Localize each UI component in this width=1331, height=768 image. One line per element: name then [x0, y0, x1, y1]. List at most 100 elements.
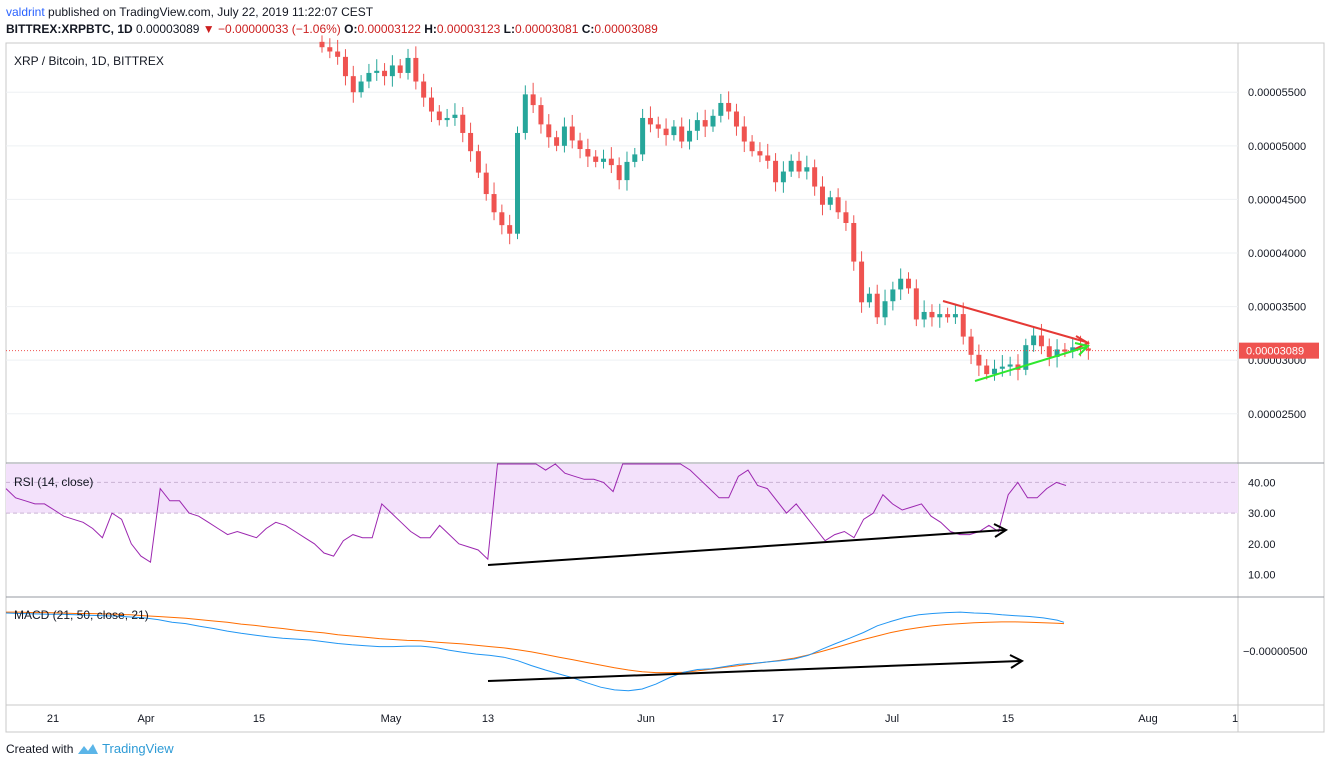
- time-tick-label: Jun: [637, 713, 655, 725]
- candle-body: [937, 314, 943, 318]
- candle: [788, 154, 794, 177]
- candle: [906, 272, 911, 294]
- candle-body: [1023, 345, 1029, 370]
- candle: [804, 155, 810, 180]
- candle: [569, 114, 575, 149]
- triangle-pattern-drawing[interactable]: [942, 300, 1091, 382]
- candle: [585, 138, 591, 168]
- time-tick-label: May: [381, 713, 402, 725]
- candle: [992, 359, 998, 381]
- candle: [554, 130, 560, 152]
- candle: [483, 163, 489, 201]
- candle: [397, 59, 403, 79]
- candle-body: [898, 278, 904, 290]
- candle-body: [999, 366, 1005, 369]
- candle: [1007, 356, 1013, 376]
- time-tick-label: 15: [253, 713, 265, 725]
- candle: [601, 149, 607, 169]
- macd-pane[interactable]: −0.00000500 MACD (21, 50, close, 21): [5, 608, 1308, 692]
- rsi-divergence-line[interactable]: [487, 529, 1005, 566]
- candle: [428, 87, 434, 123]
- candle-body: [812, 167, 818, 187]
- time-tick-label: 1: [1232, 713, 1238, 725]
- price-pane[interactable]: XRP / Bitcoin, 1D, BITTREX 0.000055000.0…: [6, 35, 1319, 421]
- candle-body: [421, 81, 427, 98]
- price-tick-label: 0.00004500: [1248, 194, 1306, 206]
- ascending-support-line[interactable]: [974, 346, 1087, 382]
- candle-body: [694, 120, 700, 131]
- candle-body: [1046, 346, 1052, 357]
- candle-body: [546, 124, 552, 138]
- rsi-line: [5, 463, 1067, 564]
- rsi-axis: 40.00 30.00 20.00 10.00: [1248, 477, 1276, 581]
- candle-body: [561, 126, 567, 146]
- candle: [663, 118, 669, 146]
- candle: [389, 55, 395, 87]
- candle: [859, 251, 865, 313]
- candle-body: [405, 57, 411, 73]
- quote-line: BITTREX:XRPBTC, 1D 0.00003089 ▼ −0.00000…: [6, 21, 658, 38]
- candle-body: [530, 94, 536, 106]
- candle-body: [632, 154, 638, 162]
- candle-body: [640, 117, 646, 155]
- publisher-link[interactable]: valdrint: [6, 5, 45, 19]
- candle-body: [843, 212, 849, 223]
- candle: [898, 268, 904, 300]
- rsi-divergence-drawing[interactable]: [487, 523, 1009, 566]
- time-tick-label: Aug: [1138, 713, 1158, 725]
- candle-body: [835, 197, 841, 213]
- candle-body: [741, 126, 747, 142]
- candle: [843, 200, 849, 231]
- candle-body: [1031, 335, 1037, 346]
- candle-body: [428, 97, 434, 112]
- candle-body: [608, 158, 614, 166]
- candle: [491, 182, 497, 221]
- candle-body: [1085, 348, 1091, 351]
- last-price: 0.00003089: [136, 22, 200, 36]
- low-label: L:: [503, 22, 515, 36]
- candle: [1023, 338, 1029, 376]
- candle-body: [819, 186, 825, 205]
- candle: [718, 93, 724, 123]
- rsi-tick-label: 10.00: [1248, 570, 1276, 582]
- candle-body: [866, 293, 872, 303]
- candle-body: [976, 354, 982, 366]
- candle-body: [671, 126, 677, 136]
- candle: [405, 48, 411, 80]
- candle: [366, 63, 372, 89]
- rsi-pane[interactable]: 40.00 30.00 20.00 10.00 RSI (14, close): [5, 463, 1276, 582]
- candle-body: [475, 151, 481, 173]
- chart-header: valdrint published on TradingView.com, J…: [6, 4, 658, 38]
- candle-body: [1054, 349, 1060, 357]
- candle-body: [491, 194, 497, 213]
- footer: Created with TradingView: [6, 741, 174, 756]
- candle-body: [890, 289, 896, 302]
- change-value: −0.00000033 (−1.06%): [218, 22, 341, 36]
- candle: [499, 204, 505, 235]
- candle: [335, 39, 341, 65]
- candle-body: [765, 155, 771, 161]
- candle: [882, 289, 888, 326]
- candle: [593, 150, 599, 168]
- macd-axis: −0.00000500: [1243, 646, 1308, 658]
- candle: [726, 91, 732, 120]
- candle: [624, 151, 630, 191]
- candle-body: [319, 41, 325, 48]
- publish-line: valdrint published on TradingView.com, J…: [6, 4, 658, 21]
- macd-divergence-drawing[interactable]: [487, 654, 1025, 682]
- time-tick-label: 21: [47, 713, 59, 725]
- tradingview-brand-link[interactable]: TradingView: [102, 741, 174, 756]
- candle-body: [647, 117, 653, 125]
- candle: [1031, 326, 1037, 352]
- candle-body: [945, 314, 951, 318]
- low-value: 0.00003081: [514, 22, 579, 36]
- candle: [929, 304, 935, 327]
- macd-divergence-line[interactable]: [487, 660, 1021, 682]
- candle-body: [992, 368, 998, 375]
- candle-body: [327, 47, 333, 52]
- candle-body: [1062, 349, 1068, 352]
- rsi-arrow-icon: [993, 523, 1009, 538]
- descending-resistance-line[interactable]: [942, 300, 1087, 343]
- candle: [960, 302, 966, 345]
